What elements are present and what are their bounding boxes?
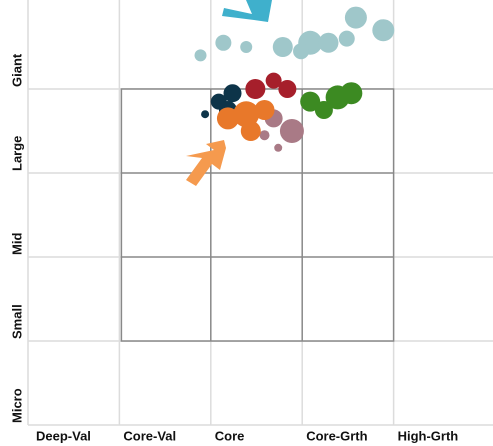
bubble [201, 110, 210, 119]
bubble [340, 82, 363, 105]
bubble [372, 19, 395, 42]
x-tick-label: Core-Val [123, 428, 176, 443]
x-tick-label: Core [215, 428, 245, 443]
bubble [344, 6, 367, 29]
bubble [254, 100, 275, 120]
x-tick-label: High-Grth [398, 428, 459, 443]
bubble [274, 143, 283, 152]
bubble [279, 119, 304, 143]
bubble [245, 79, 266, 99]
bubble [314, 101, 333, 119]
x-tick-label: Core-Grth [306, 428, 367, 443]
bubble [278, 80, 297, 98]
bubble [338, 30, 355, 47]
series [194, 6, 395, 62]
series [216, 100, 275, 141]
bubble [272, 37, 293, 57]
bubble [259, 130, 270, 141]
bubble [223, 84, 242, 103]
series [300, 82, 363, 119]
arrow-current [186, 140, 226, 186]
y-tick-label: Small [9, 304, 24, 339]
arrows [186, 0, 272, 186]
bubble [215, 34, 232, 51]
bubble [300, 91, 321, 112]
series [245, 72, 297, 99]
background [27, 0, 493, 426]
y-tick-label: Giant [9, 53, 24, 87]
y-tick-label: Micro [9, 388, 24, 423]
bubble [233, 101, 260, 128]
y-tick-label: Large [9, 136, 24, 171]
bubble [240, 41, 253, 53]
bubble [318, 32, 339, 53]
bubble [194, 49, 207, 62]
x-tick-label: Deep-Val [36, 428, 91, 443]
y-tick-label: Mid [9, 233, 24, 255]
bubble [293, 43, 310, 60]
bubble [265, 72, 282, 89]
arrow-history [222, 0, 272, 22]
bubble [240, 121, 261, 141]
